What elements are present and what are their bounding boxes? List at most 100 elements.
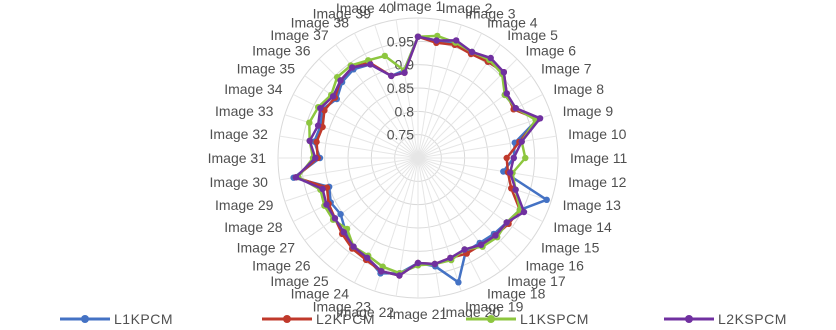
category-label: Image 27: [237, 239, 296, 255]
data-point: [447, 254, 454, 262]
data-point: [453, 37, 460, 44]
data-point: [337, 211, 344, 218]
category-label: Image 6: [526, 43, 577, 59]
data-point: [331, 215, 339, 222]
category-label: Image 29: [215, 197, 274, 213]
data-point: [503, 219, 510, 226]
grid-spoke: [417, 75, 532, 159]
grid-spoke: [304, 157, 419, 241]
grid-spoke: [417, 157, 441, 297]
legend-label: L2KSPCM: [718, 311, 787, 327]
category-label: Image 1: [393, 0, 444, 14]
category-label: Image 20: [442, 304, 501, 320]
grid-spoke: [417, 157, 501, 272]
category-label: Image 8: [553, 81, 604, 97]
category-label: Image 33: [215, 103, 274, 119]
data-point: [433, 37, 440, 44]
category-label: Image 3: [465, 5, 516, 21]
grid-spoke: [318, 157, 419, 258]
legend-item: L1KSPCM: [466, 311, 589, 327]
data-point: [329, 93, 337, 100]
data-point: [319, 185, 326, 193]
legend-label: L1KPCM: [114, 311, 173, 327]
grid-spoke: [374, 24, 419, 159]
data-point: [414, 33, 422, 40]
category-label: Image 5: [507, 27, 558, 43]
data-point: [536, 115, 544, 122]
grid-spoke: [417, 157, 532, 241]
grid-spoke: [417, 114, 552, 159]
data-point: [317, 105, 324, 112]
category-label: Image 30: [210, 174, 269, 190]
legend: L1KPCM L2KPCM L1KSPCM L2KSPCM: [60, 311, 787, 327]
category-label: Image 24: [291, 285, 350, 301]
data-point: [364, 254, 371, 261]
grid-spoke: [353, 33, 419, 159]
series-l2kspcm: [292, 33, 544, 279]
data-point: [388, 72, 395, 80]
category-label: Image 23: [313, 299, 372, 315]
grid-spoke: [417, 93, 543, 159]
grid-spoke: [417, 157, 518, 258]
grid-spoke: [279, 135, 419, 159]
data-point: [522, 154, 529, 162]
category-label: Image 17: [507, 273, 566, 289]
grid-spoke: [417, 135, 557, 159]
grid-spoke: [417, 157, 483, 283]
data-point: [306, 137, 313, 144]
category-label: Image 16: [526, 258, 585, 274]
data-point: [340, 229, 347, 236]
data-point: [543, 196, 550, 203]
legend-swatch-marker: [283, 315, 291, 323]
data-point: [492, 232, 499, 239]
category-label: Image 35: [237, 61, 296, 77]
category-label: Image 4: [487, 15, 538, 31]
data-point: [323, 201, 330, 208]
data-point: [314, 122, 322, 129]
category-label: Image 14: [553, 219, 612, 235]
data-point: [401, 69, 408, 76]
data-point: [313, 138, 320, 146]
category-label: Image 40: [336, 0, 395, 16]
category-label: Image 31: [208, 150, 267, 166]
data-point: [518, 138, 525, 145]
category-label: Image 19: [465, 299, 524, 315]
data-point: [503, 154, 510, 162]
data-point: [512, 105, 519, 112]
radar-series: [290, 32, 550, 286]
ring-tick-label: 0.8: [395, 103, 415, 119]
category-label: Image 2: [442, 0, 493, 16]
data-point: [500, 69, 507, 76]
category-label: Image 34: [224, 81, 283, 97]
category-label: Image 18: [487, 285, 546, 301]
category-label: Image 22: [336, 304, 395, 320]
category-label: Image 7: [541, 61, 592, 77]
data-point: [520, 208, 528, 216]
grid-spoke: [417, 157, 557, 181]
data-point: [414, 259, 422, 267]
legend-swatch-marker: [487, 315, 495, 323]
data-point: [510, 154, 517, 162]
grid-spoke: [417, 157, 552, 202]
grid-spoke: [279, 157, 419, 181]
data-point: [367, 61, 374, 68]
data-point: [461, 246, 468, 253]
category-label: Image 9: [563, 103, 614, 119]
grid-spoke: [395, 19, 419, 159]
category-label: Image 32: [210, 126, 269, 142]
grid-spoke: [293, 157, 419, 223]
legend-swatch-marker: [685, 315, 693, 323]
legend-swatch-marker: [81, 315, 89, 323]
category-label: Image 13: [563, 197, 622, 213]
legend-label: L1KSPCM: [520, 311, 589, 327]
grid-spoke: [417, 157, 462, 292]
ring-tick-label: 0.85: [387, 80, 414, 96]
category-label: Image 21: [389, 306, 448, 322]
category-label: Image 15: [541, 239, 600, 255]
category-label: Image 25: [270, 273, 329, 289]
data-point: [292, 174, 300, 181]
legend-label: L2KPCM: [316, 311, 375, 327]
data-point: [350, 243, 357, 250]
